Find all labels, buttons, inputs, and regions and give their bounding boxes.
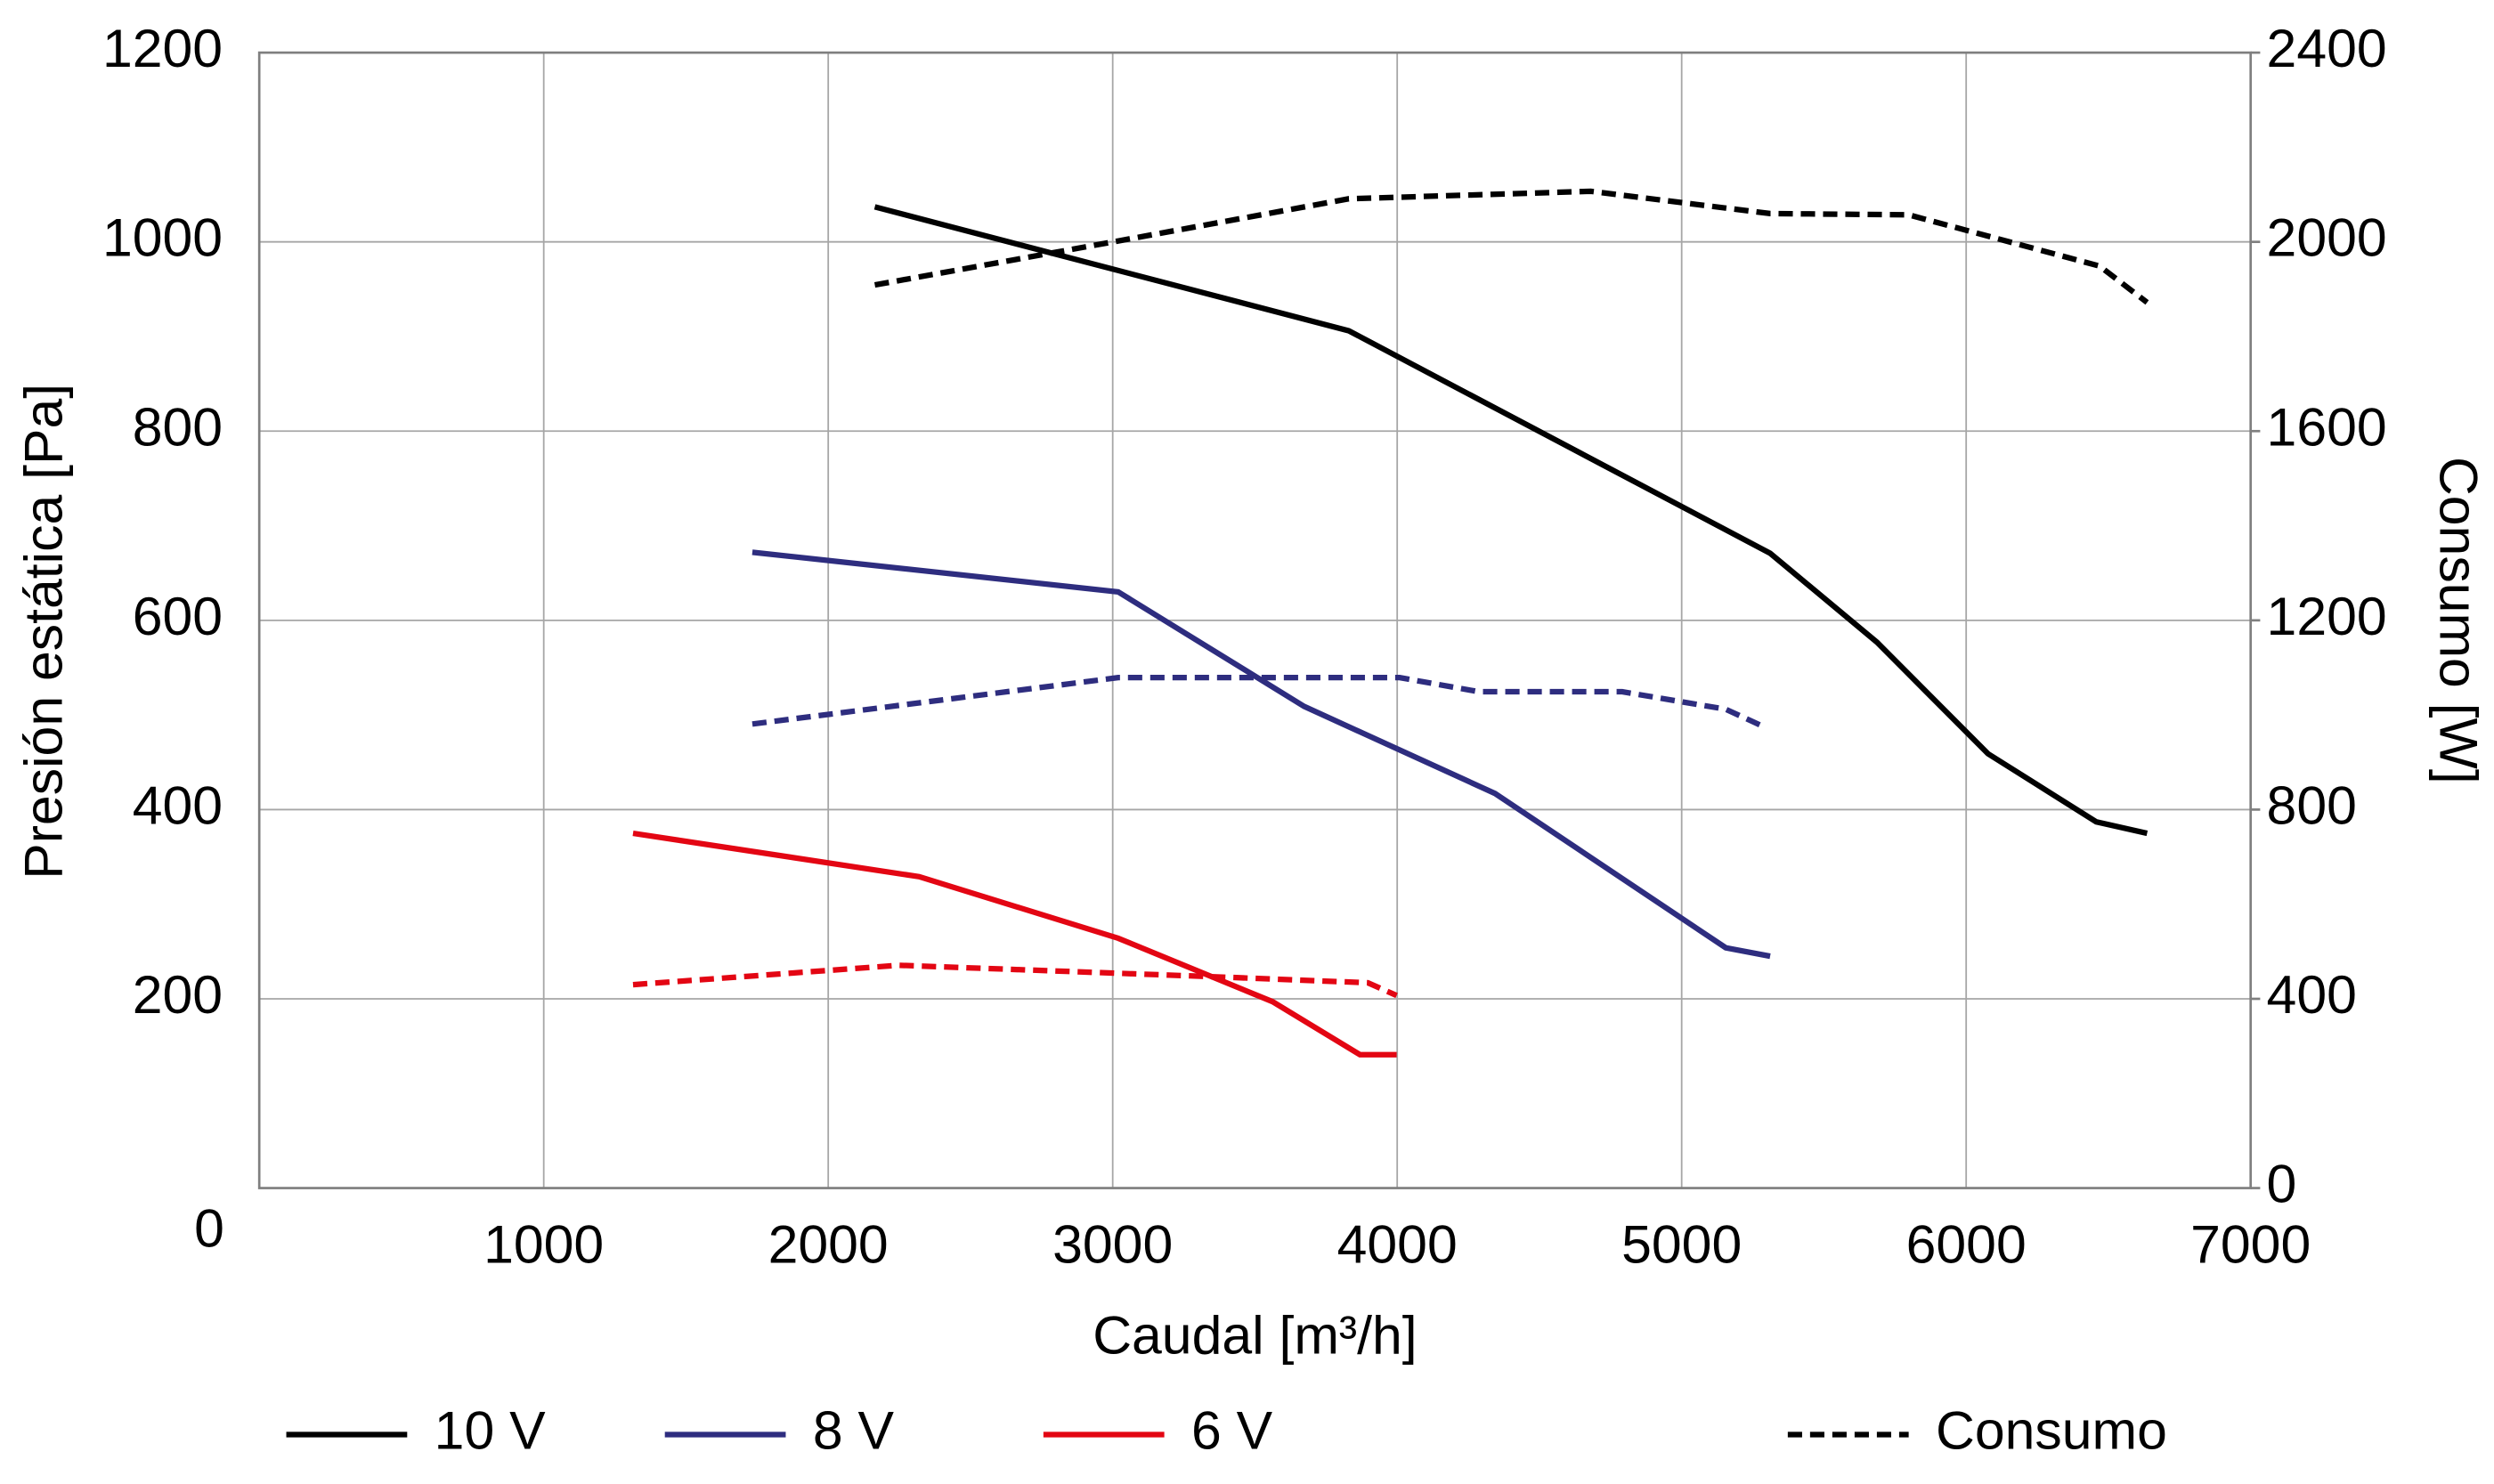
pressure-line — [751, 549, 1771, 960]
y-tick-label: 1200 — [102, 18, 223, 78]
legend-label: 10 V — [435, 1400, 546, 1461]
consumption-line — [751, 675, 1762, 728]
pressure-line — [873, 204, 2149, 837]
x-tick-label: 7000 — [2190, 1214, 2311, 1275]
x-tick-label: 2000 — [768, 1214, 889, 1275]
y-axis-title: Presión estática [Pa] — [13, 384, 74, 880]
y2-axis-title: Consumo [W] — [2428, 457, 2489, 784]
x-tick-label: 1000 — [483, 1214, 604, 1275]
legend-label: 6 V — [1191, 1400, 1273, 1461]
x-tick-label: 0 — [194, 1198, 224, 1259]
y-tick-label: 800 — [133, 396, 223, 457]
y2-tick-label: 1200 — [2267, 586, 2387, 646]
x-tick-label: 5000 — [1621, 1214, 1742, 1275]
y2-tick-label: 800 — [2267, 774, 2357, 835]
x-axis-title: Caudal [m³/h] — [1093, 1304, 1417, 1365]
x-tick-label: 6000 — [1906, 1214, 2027, 1275]
y2-tick-label: 400 — [2267, 964, 2357, 1025]
y2-tick-label: 2400 — [2267, 18, 2387, 78]
consumption-line — [873, 188, 2149, 305]
y2-tick-label: 0 — [2267, 1154, 2297, 1214]
pressure-line — [632, 830, 1397, 1058]
x-tick-label: 4000 — [1337, 1214, 1458, 1275]
legend-label: 8 V — [813, 1400, 895, 1461]
y-tick-label: 1000 — [102, 207, 223, 268]
x-tick-label: 3000 — [1052, 1214, 1173, 1275]
legend-label: Consumo — [1936, 1400, 2167, 1461]
y-tick-label: 200 — [133, 964, 223, 1025]
plot-frame — [257, 51, 2253, 1189]
y2-tick-label: 2000 — [2267, 207, 2387, 268]
y-tick-label: 400 — [133, 774, 223, 835]
consumption-line — [632, 962, 1398, 999]
y-tick-label: 600 — [133, 586, 223, 646]
y2-tick-label: 1600 — [2267, 396, 2387, 457]
